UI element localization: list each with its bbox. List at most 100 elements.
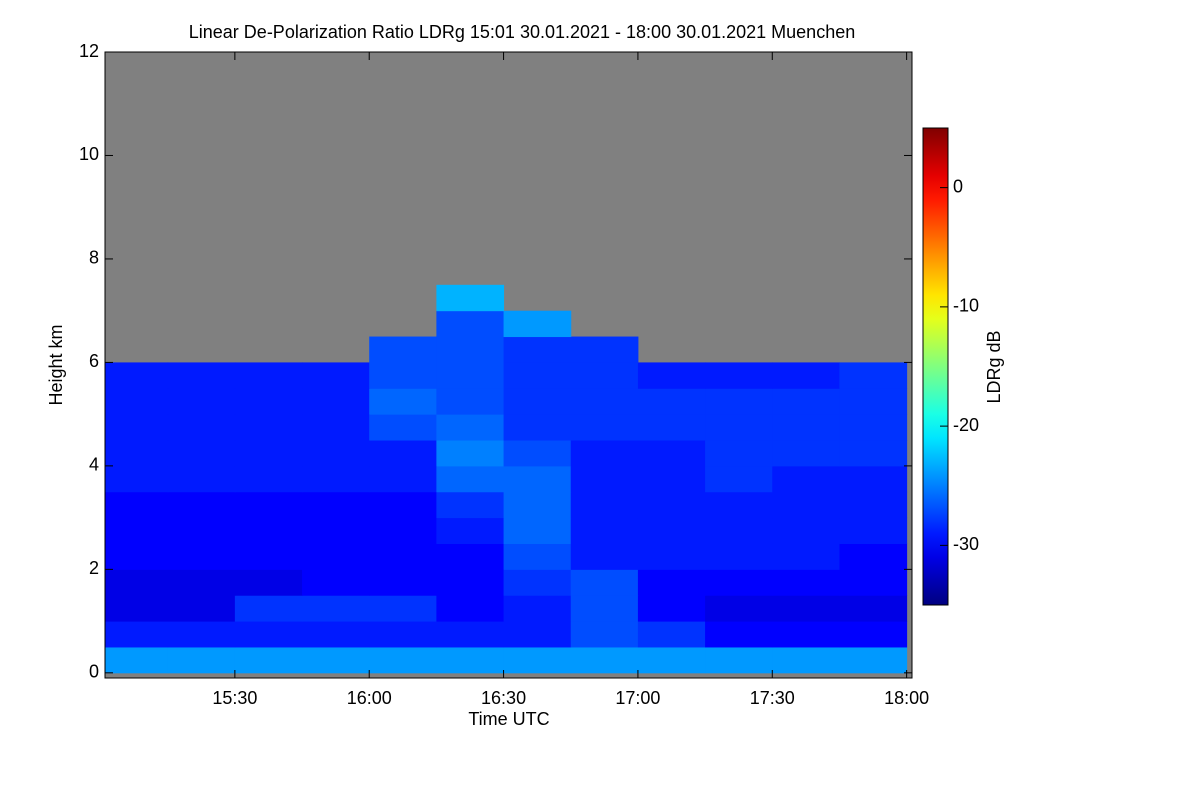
colorbar-tick-label: 0 [953, 176, 963, 196]
heatmap-cell [570, 621, 639, 648]
heatmap-cell [503, 362, 572, 389]
heatmap-cell [839, 388, 908, 415]
heatmap-cell [570, 543, 639, 570]
plot-frame [104, 51, 913, 679]
x-tick-label: 17:00 [615, 688, 660, 708]
heatmap-cell [772, 569, 840, 596]
colorbar-label: LDRg dB [984, 330, 1004, 403]
heatmap-cell [772, 362, 840, 389]
heatmap-cell [705, 491, 773, 519]
heatmap-cell [234, 646, 303, 674]
heatmap-cell [436, 517, 505, 544]
heatmap-cell [436, 362, 505, 389]
heatmap-cell [570, 465, 639, 493]
heatmap-cell [167, 440, 236, 467]
x-axis-label: Time UTC [468, 709, 549, 729]
heatmap-cell [705, 388, 773, 415]
heatmap-cell [570, 414, 639, 441]
heatmap-cell [436, 491, 505, 519]
heatmap-cell [105, 621, 169, 648]
y-tick-label: 8 [89, 248, 99, 268]
heatmap-cell [369, 646, 437, 674]
heatmap-cell [302, 388, 370, 415]
heatmap [105, 284, 908, 674]
colorbar-tick-label: -10 [953, 296, 979, 316]
heatmap-cell [570, 362, 639, 389]
x-tick-label: 17:30 [750, 688, 795, 708]
heatmap-cell [234, 569, 303, 596]
heatmap-cell [637, 362, 706, 389]
heatmap-cell [705, 543, 773, 570]
heatmap-cell [234, 465, 303, 493]
heatmap-cell [637, 414, 706, 441]
heatmap-cell [436, 440, 505, 467]
heatmap-cell [234, 517, 303, 544]
colorbar [922, 127, 949, 606]
heatmap-cell [167, 569, 236, 596]
chart-title: Linear De-Polarization Ratio LDRg 15:01 … [189, 22, 855, 42]
heatmap-cell [503, 569, 572, 596]
heatmap-cell [705, 465, 773, 493]
y-axis-label: Height km [46, 324, 66, 405]
heatmap-cell [302, 414, 370, 441]
heatmap-cell [369, 595, 437, 622]
heatmap-cell [570, 646, 639, 674]
heatmap-cell [705, 440, 773, 467]
heatmap-cell [436, 414, 505, 441]
heatmap-cell [167, 543, 236, 570]
heatmap-cell [637, 517, 706, 544]
heatmap-cell [570, 388, 639, 415]
heatmap-cell [839, 621, 908, 648]
heatmap-cell [234, 543, 303, 570]
colorbar-tick-label: -20 [953, 415, 979, 435]
heatmap-cell [436, 465, 505, 493]
heatmap-cell [302, 543, 370, 570]
heatmap-cell [167, 646, 236, 674]
heatmap-cell [234, 491, 303, 519]
heatmap-cell [436, 388, 505, 415]
heatmap-cell [436, 336, 505, 363]
heatmap-cell [105, 491, 169, 519]
heatmap-cell [772, 595, 840, 622]
heatmap-cell [637, 621, 706, 648]
heatmap-cell [637, 440, 706, 467]
heatmap-cell [302, 465, 370, 493]
heatmap-cell [637, 491, 706, 519]
x-tick-label: 16:00 [347, 688, 392, 708]
heatmap-cell [839, 595, 908, 622]
heatmap-cell [705, 621, 773, 648]
heatmap-cell [839, 440, 908, 467]
heatmap-cell [302, 362, 370, 389]
heatmap-cell [839, 362, 908, 389]
heatmap-cell [839, 646, 908, 674]
heatmap-cell [105, 595, 169, 622]
heatmap-cell [436, 284, 505, 312]
heatmap-cell [369, 440, 437, 467]
heatmap-cell [234, 440, 303, 467]
heatmap-cell [105, 388, 169, 415]
heatmap-cell [105, 517, 169, 544]
heatmap-cell [772, 465, 840, 493]
heatmap-cell [503, 336, 572, 363]
heatmap-cell [369, 543, 437, 570]
heatmap-cell [839, 543, 908, 570]
heatmap-cell [705, 517, 773, 544]
heatmap-cell [436, 543, 505, 570]
heatmap-cell [302, 646, 370, 674]
heatmap-cell [503, 543, 572, 570]
heatmap-cell [570, 517, 639, 544]
heatmap-cell [105, 440, 169, 467]
heatmap-cell [772, 440, 840, 467]
heatmap-cell [234, 621, 303, 648]
heatmap-cell [839, 569, 908, 596]
heatmap-cell [369, 388, 437, 415]
heatmap-cell [637, 465, 706, 493]
heatmap-cell [772, 646, 840, 674]
heatmap-cell [570, 336, 639, 363]
heatmap-cell [570, 440, 639, 467]
heatmap-cell [436, 595, 505, 622]
heatmap-cell [105, 362, 169, 389]
heatmap-cell [167, 621, 236, 648]
heatmap-cell [369, 621, 437, 648]
